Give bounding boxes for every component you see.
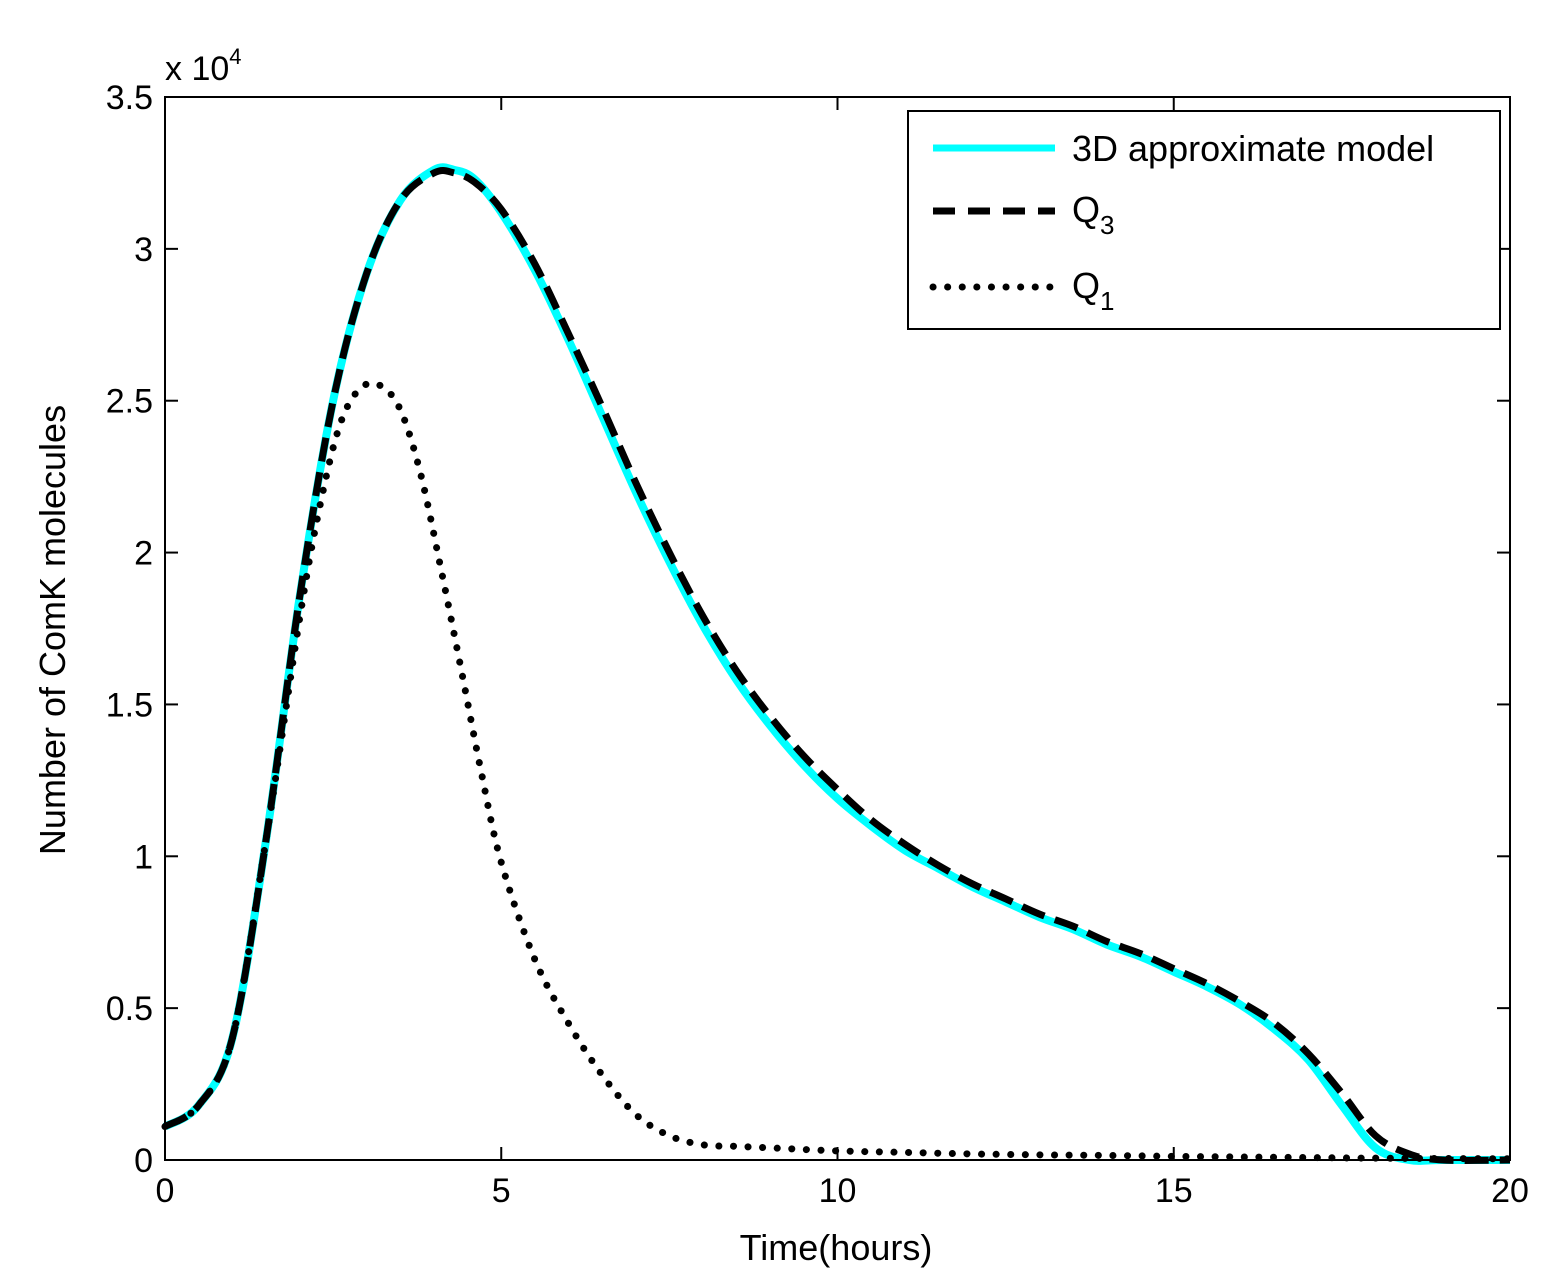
legend-label-q1: Q1 — [1072, 265, 1114, 316]
y-tick-label: 3 — [134, 231, 153, 269]
y-tick-label: 1 — [134, 838, 153, 876]
y-tick-label: 2.5 — [106, 383, 153, 421]
y-axis-multiplier: x 104 — [165, 44, 242, 88]
x-tick-label: 0 — [156, 1172, 175, 1210]
y-tick-label: 0 — [134, 1142, 153, 1180]
y-tick-label: 1.5 — [106, 686, 153, 724]
legend-label-q3: Q3 — [1072, 189, 1114, 240]
legend: 3D approximate model Q3 Q1 — [907, 110, 1501, 330]
legend-label-q3-sub: 3 — [1100, 210, 1114, 240]
legend-label-3d-model: 3D approximate model — [1072, 128, 1434, 169]
y-axis-multiplier-exponent: 4 — [229, 44, 241, 69]
series-line-q1 — [161, 379, 1514, 1163]
x-tick-label: 5 — [492, 1172, 511, 1210]
x-tick-label: 15 — [1155, 1172, 1193, 1210]
y-tick-label: 0.5 — [106, 990, 153, 1028]
x-tick-label: 10 — [819, 1172, 857, 1210]
x-axis-label: Time(hours) — [740, 1227, 933, 1268]
y-tick-label: 2 — [134, 535, 153, 573]
x-tick-label: 20 — [1491, 1172, 1529, 1210]
legend-label-q3-base: Q — [1072, 189, 1100, 230]
y-tick-label: 3.5 — [106, 79, 153, 117]
y-axis-multiplier-base: x 10 — [165, 50, 229, 88]
y-axis-label: Number of ComK molecules — [32, 405, 73, 855]
ticks-layer: 0 5 10 15 20 0 0.5 1 1.5 2 2.5 3 3.5 — [106, 79, 1529, 1210]
legend-label-q1-base: Q — [1072, 265, 1100, 306]
series-line-3d-approximate-model — [162, 163, 1510, 1165]
series-layer — [161, 163, 1514, 1165]
legend-label-q1-sub: 1 — [1100, 286, 1114, 316]
series-line-q3 — [163, 167, 1511, 1164]
